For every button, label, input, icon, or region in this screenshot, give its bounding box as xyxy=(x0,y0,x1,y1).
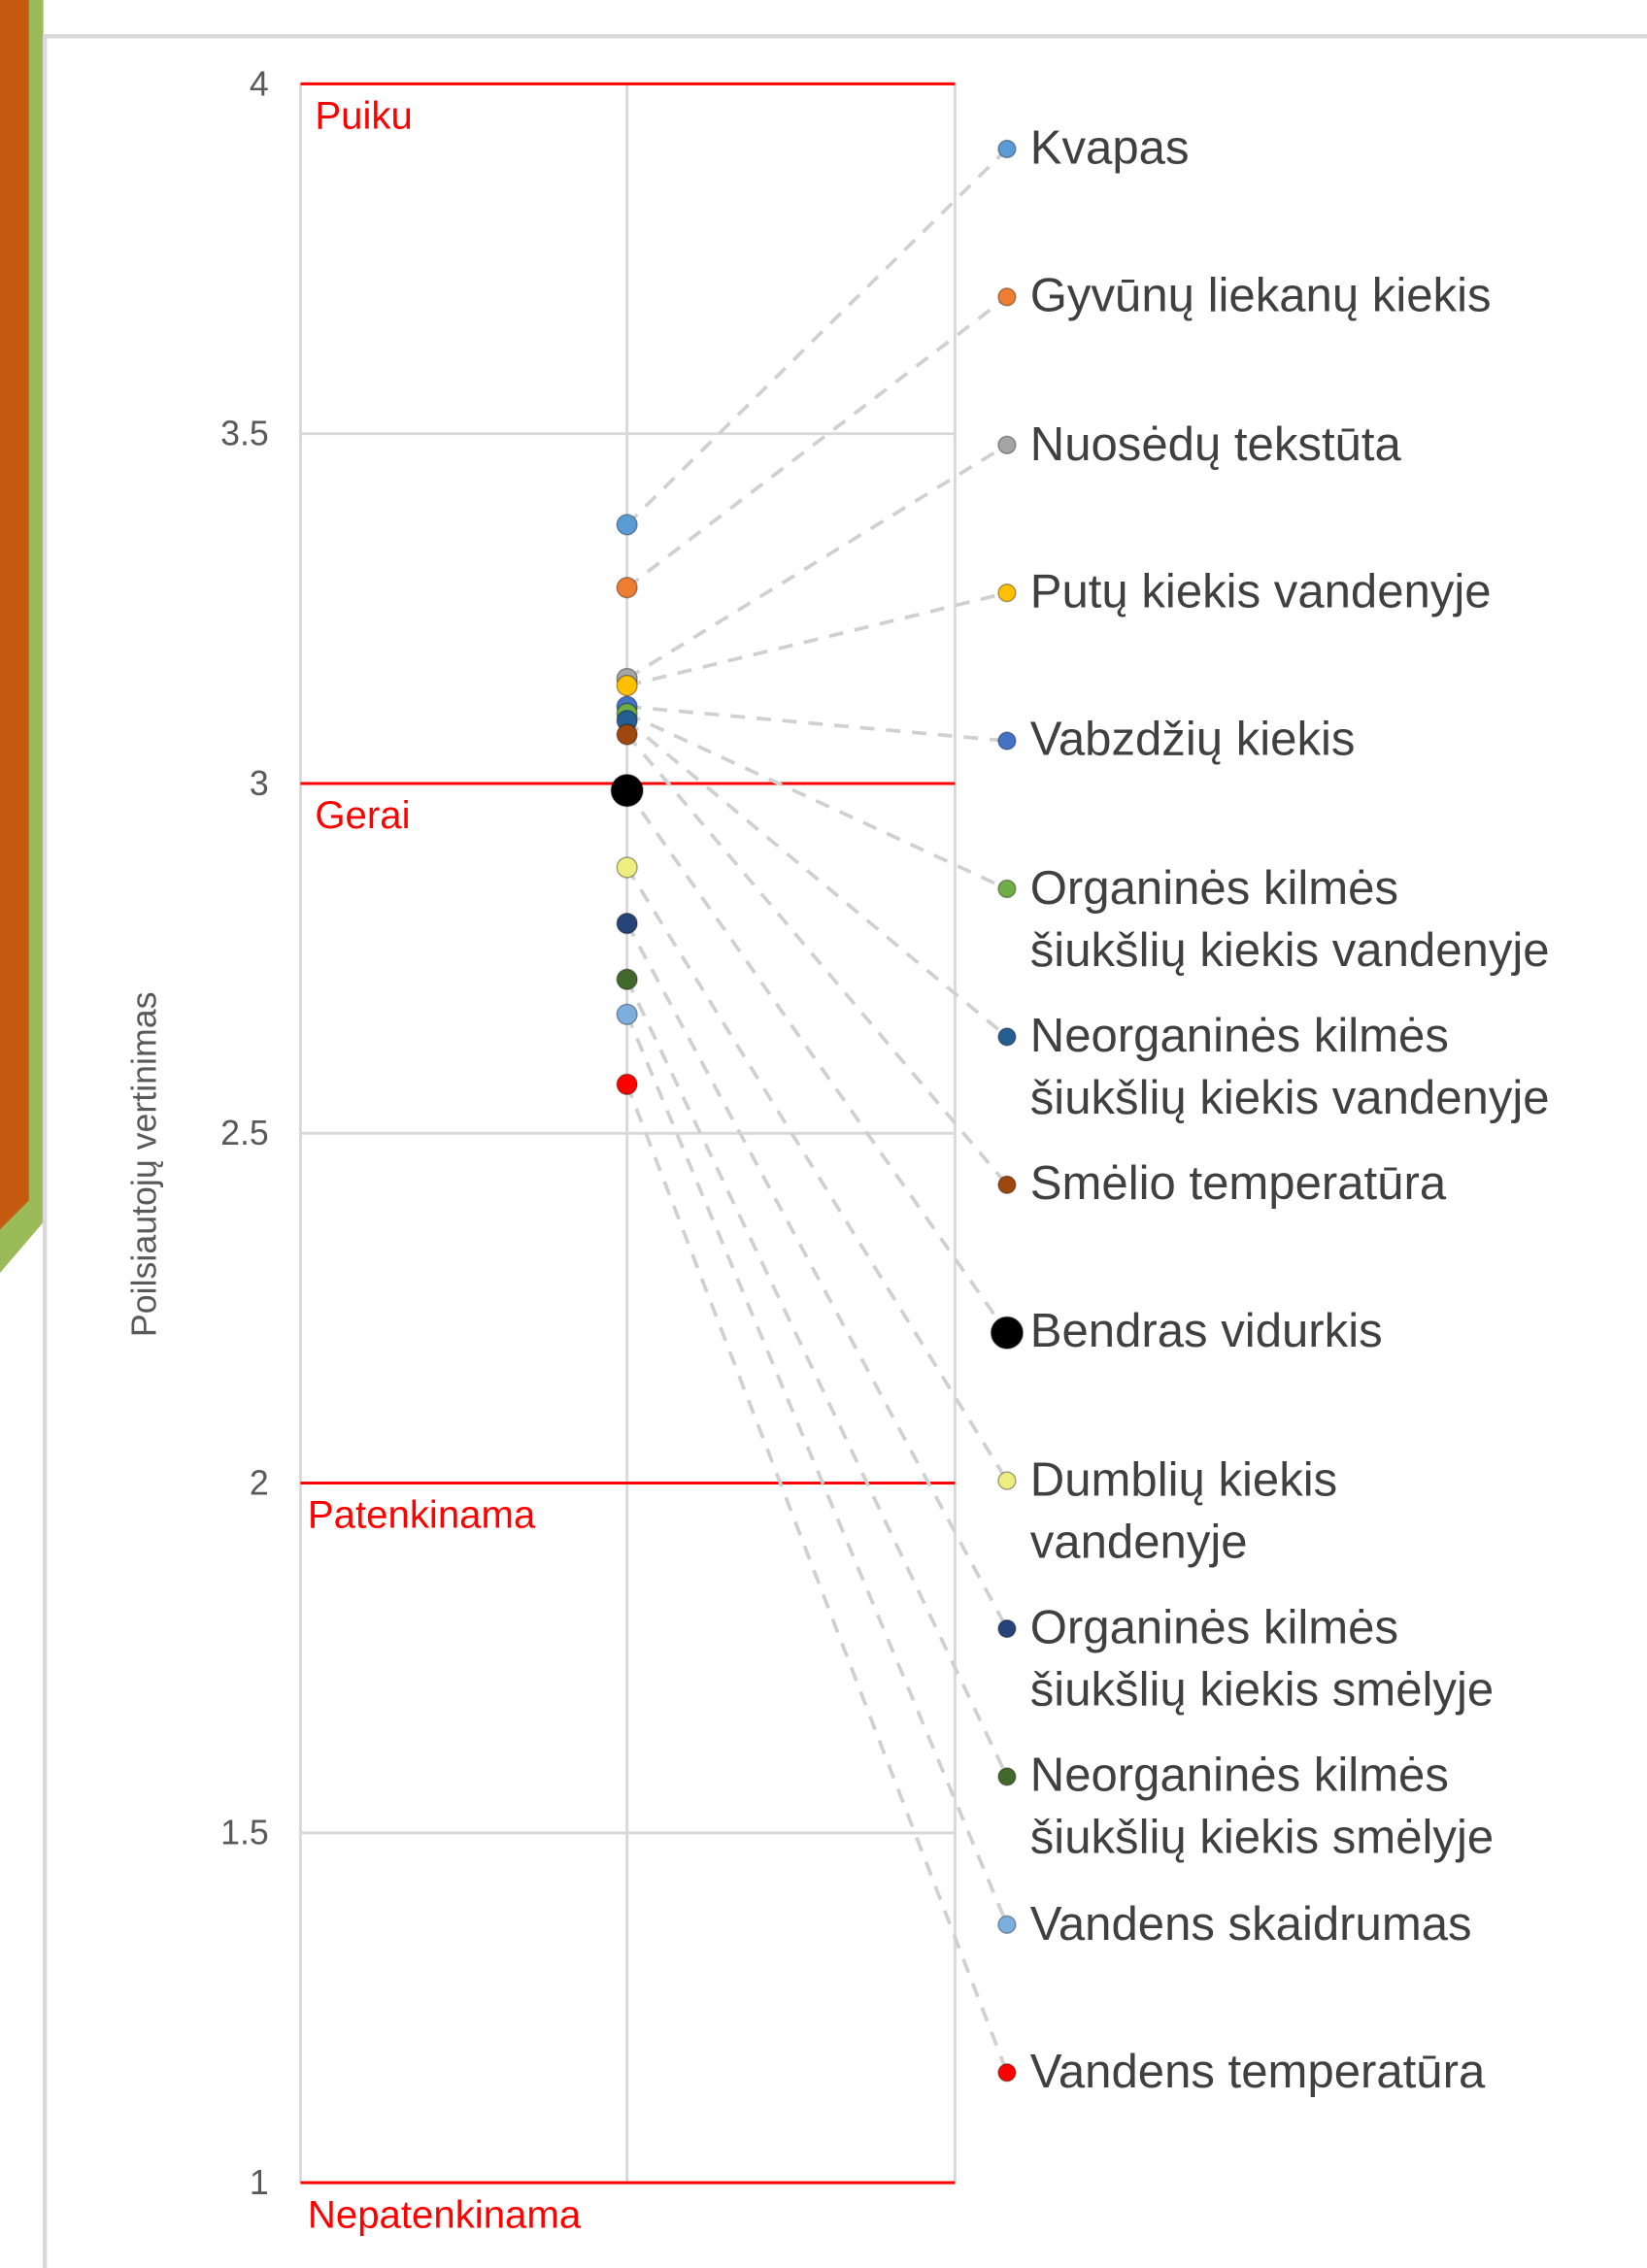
y-tick-label: 2 xyxy=(250,1463,269,1502)
slide: Poilsiautojų vertinimas 1 1.5 2 2.5 3 3.5 4 Pui… xyxy=(0,0,1647,2268)
threshold-label: Gerai xyxy=(315,793,410,837)
legend-marker xyxy=(998,584,1016,602)
data-dot xyxy=(617,1074,637,1094)
y-tick-label: 3 xyxy=(250,764,269,803)
legend-marker xyxy=(992,1317,1024,1349)
legend-label: Nuosėdų tekstūta xyxy=(1030,412,1401,474)
threshold-label: Nepatenkinama xyxy=(308,2192,582,2236)
legend-marker xyxy=(998,1768,1016,1785)
legend-label: Bendras vidurkis xyxy=(1030,1299,1383,1361)
legend-label: Vandens skaidrumas xyxy=(1030,1891,1472,1953)
legend-label: Smėlio temperatūra xyxy=(1030,1151,1446,1214)
legend-label: Organinės kilmės šiukšlių kiekis smėlyje xyxy=(1030,1595,1494,1719)
y-axis-title: Poilsiautojų vertinimas xyxy=(125,991,164,1337)
threshold-label: Puiku xyxy=(315,94,412,138)
data-dot xyxy=(617,1004,637,1024)
legend-label: Kvapas xyxy=(1030,116,1190,178)
legend-label: Organinės kilmės šiukšlių kiekis vandeny… xyxy=(1030,855,1550,980)
legend-marker xyxy=(998,288,1016,306)
decoration xyxy=(0,0,29,1229)
legend-label: Dumblių kiekis vandenyje xyxy=(1030,1448,1337,1572)
y-tick-label: 1 xyxy=(250,2163,269,2202)
legend-label: Neorganinės kilmės šiukšlių kiekis smėly… xyxy=(1030,1744,1494,1868)
legend-marker xyxy=(998,1176,1016,1193)
legend-label: Vandens temperatūra xyxy=(1030,2039,1486,2101)
data-dot xyxy=(617,724,637,745)
data-dot xyxy=(617,676,637,696)
legend-marker xyxy=(998,1472,1016,1489)
data-dot xyxy=(617,857,637,878)
y-tick-label: 2.5 xyxy=(220,1114,269,1152)
y-tick-label: 4 xyxy=(250,64,269,103)
legend-label: Neorganinės kilmės šiukšlių kiekis vande… xyxy=(1030,1004,1550,1128)
data-dot xyxy=(617,914,637,934)
data-dot xyxy=(617,515,637,535)
legend-marker xyxy=(998,1916,1016,1933)
legend-label: Gyvūnų liekanų kiekis xyxy=(1030,264,1492,326)
data-dot xyxy=(617,969,637,989)
legend-marker xyxy=(998,2064,1016,2082)
data-dot xyxy=(611,775,643,807)
legend-marker xyxy=(998,732,1016,750)
page: Poilsiautojų vertinimas 1 1.5 2 2.5 3 3.5 4 Pui… xyxy=(0,0,1647,2268)
y-tick-label: 1.5 xyxy=(220,1814,269,1852)
legend-label: Vabzdžių kiekis xyxy=(1030,708,1356,770)
legend-marker xyxy=(998,436,1016,453)
legend-marker xyxy=(998,141,1016,158)
legend-marker xyxy=(998,881,1016,898)
y-tick-label: 3.5 xyxy=(220,415,269,453)
legend-marker xyxy=(998,1028,1016,1046)
data-dot xyxy=(617,578,637,598)
threshold-label: Patenkinama xyxy=(308,1493,536,1537)
legend-label: Putų kiekis vandenyje xyxy=(1030,559,1492,621)
legend-marker xyxy=(998,1620,1016,1638)
